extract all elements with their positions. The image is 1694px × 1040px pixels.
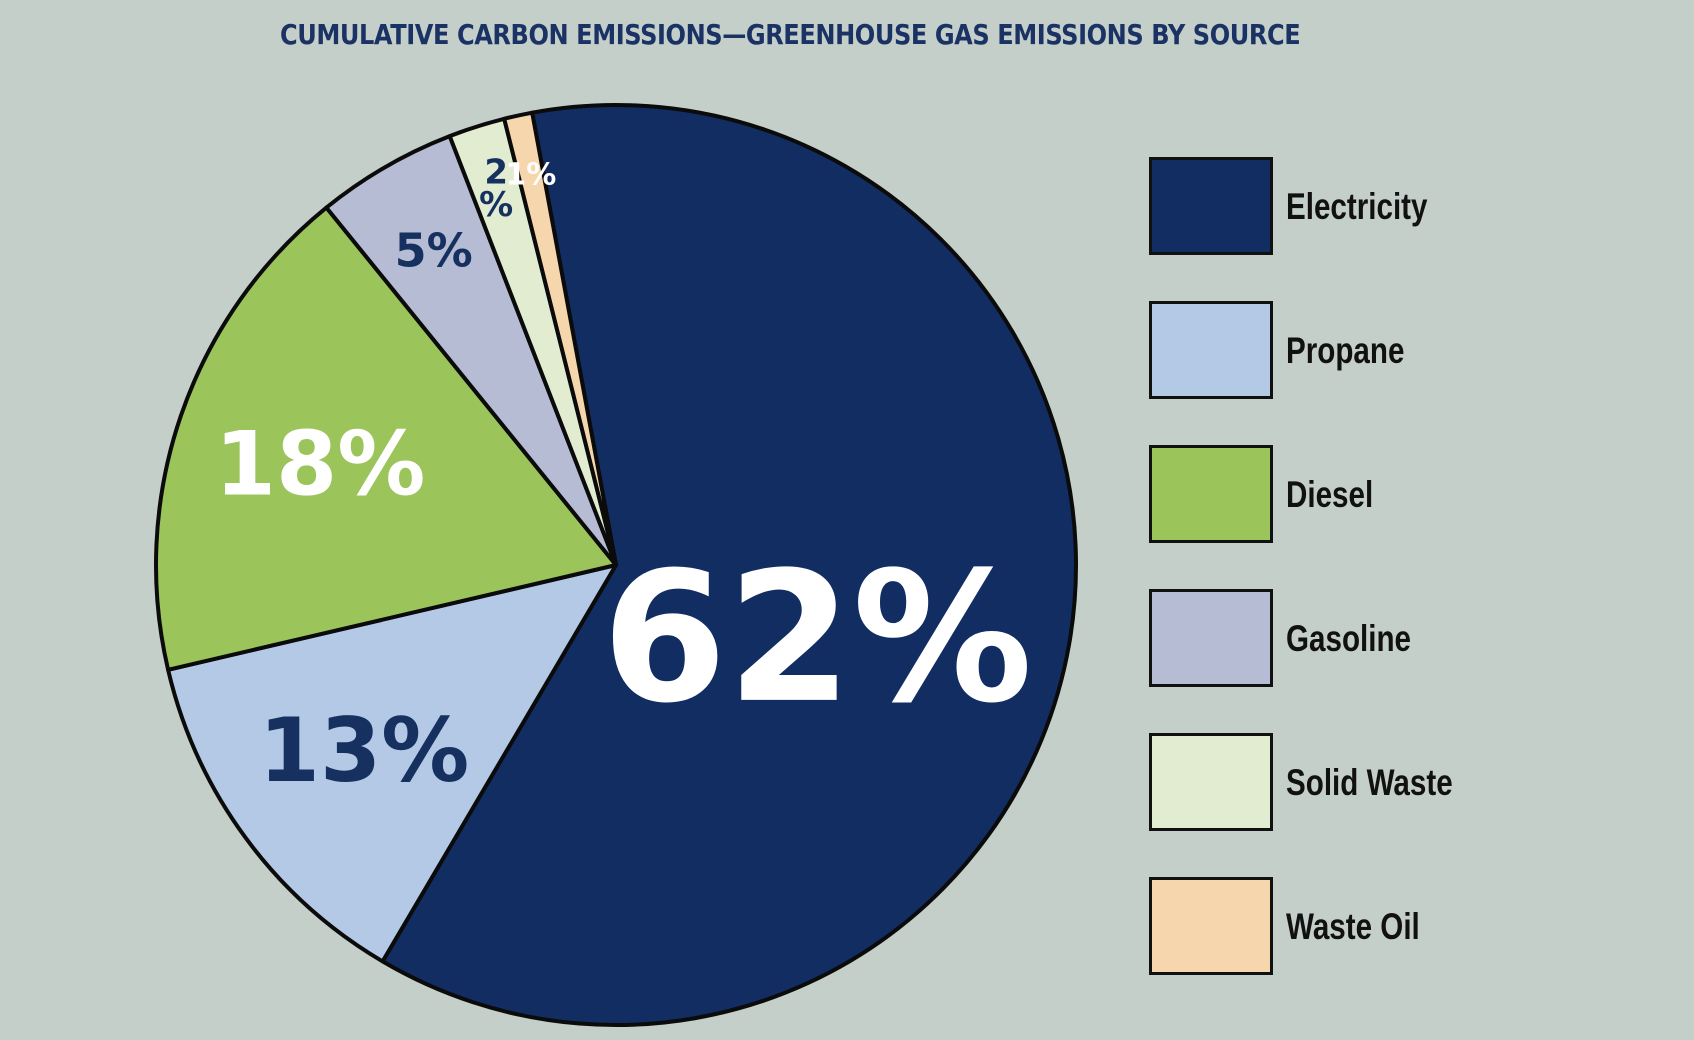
slice-label-gasoline: 5% <box>395 224 473 278</box>
legend-label-diesel: Diesel <box>1286 474 1374 515</box>
legend-swatch-diesel <box>1149 445 1273 543</box>
chart-title: CUMULATIVE CARBON EMISSIONS—GREENHOUSE G… <box>280 18 1301 51</box>
legend-item-propane: Propane <box>1149 301 1549 401</box>
legend-label-waste-oil: Waste Oil <box>1286 906 1420 947</box>
slice-label-solid-waste: 2% <box>479 153 513 225</box>
legend-swatch-electricity <box>1149 157 1273 255</box>
slice-label-propane: 13% <box>259 699 470 802</box>
legend-item-solid-waste: Solid Waste <box>1149 733 1549 833</box>
legend-item-gasoline: Gasoline <box>1149 589 1549 689</box>
legend-item-electricity: Electricity <box>1149 157 1549 257</box>
legend-label-solid-waste: Solid Waste <box>1286 762 1453 803</box>
pie-slice-gasoline <box>324 134 618 567</box>
legend-label-gasoline: Gasoline <box>1286 618 1412 659</box>
legend-swatch-gasoline <box>1149 589 1273 687</box>
slice-label-diesel: 18% <box>215 412 426 515</box>
pie-slice-diesel <box>154 205 618 672</box>
legend-label-electricity: Electricity <box>1286 186 1428 227</box>
legend-label-propane: Propane <box>1286 330 1405 371</box>
legend-swatch-solid-waste <box>1149 733 1273 831</box>
legend-item-waste-oil: Waste Oil <box>1149 877 1549 977</box>
legend-item-diesel: Diesel <box>1149 445 1549 545</box>
slice-label-waste-oil: 1% <box>505 157 556 192</box>
legend-swatch-waste-oil <box>1149 877 1273 975</box>
legend-swatch-propane <box>1149 301 1273 399</box>
pie-slice-electricity <box>380 103 1078 1027</box>
slice-label-electricity: 62% <box>602 534 1033 743</box>
pie-slice-propane <box>166 563 618 964</box>
pie-slice-waste-oil <box>502 110 618 567</box>
